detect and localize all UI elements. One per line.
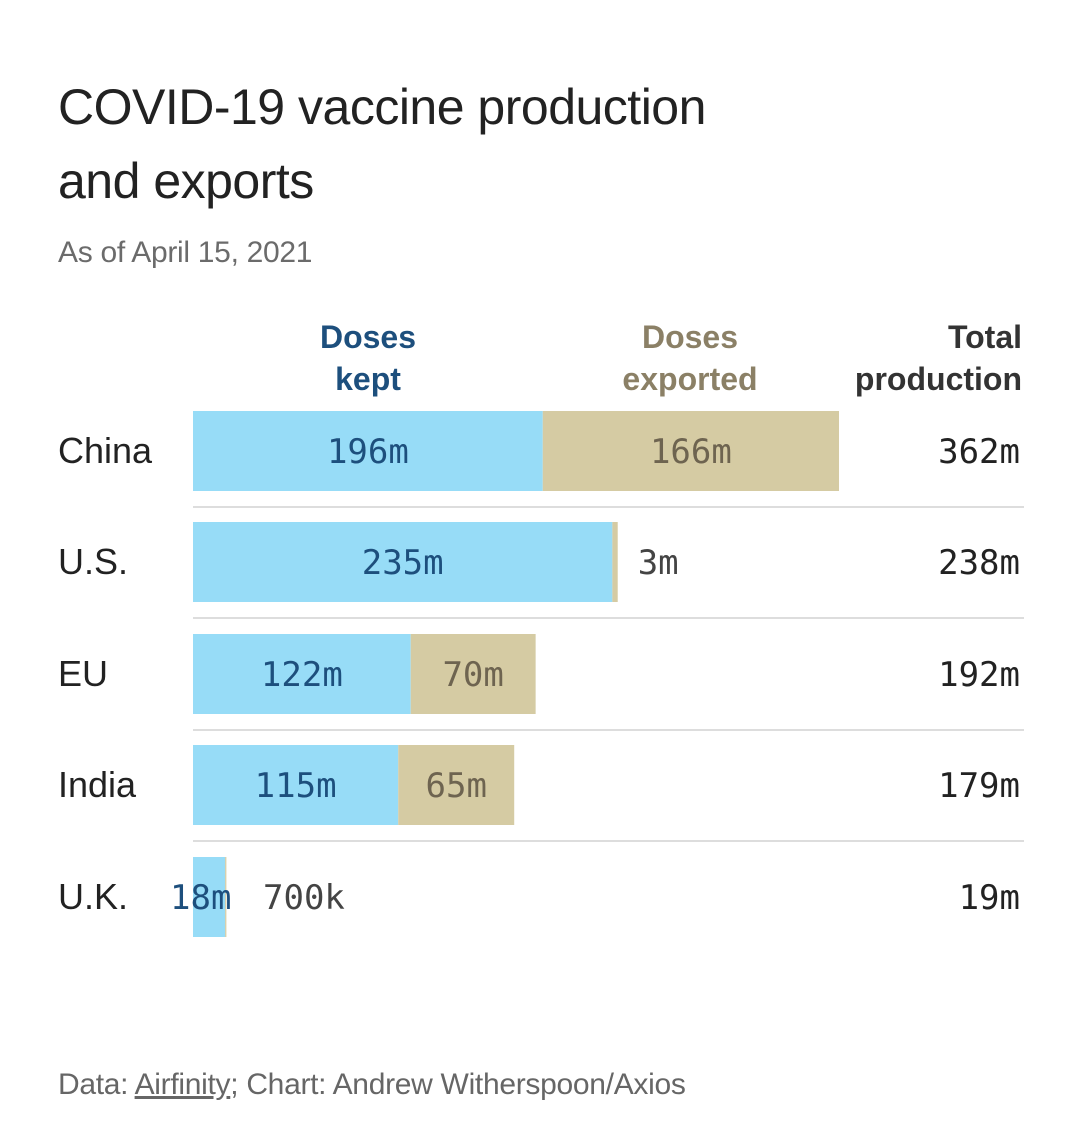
legend-doses-exported-line-2: exported xyxy=(622,361,758,397)
bar-doses-exported xyxy=(542,411,839,491)
bar-doses-exported xyxy=(398,745,515,825)
data-label-total: 362m xyxy=(938,432,1020,472)
data-label-exported: 65m xyxy=(426,766,487,806)
header-total-production: Total production xyxy=(800,316,1022,400)
header-total-line-1: Total xyxy=(947,319,1022,355)
bar-doses-kept xyxy=(193,411,543,491)
data-label-kept: 115m xyxy=(255,766,337,806)
bar-doses-kept xyxy=(193,857,226,937)
data-label-kept: 196m xyxy=(327,432,409,472)
chart-title: COVID-19 vaccine production and exports xyxy=(58,70,958,218)
bar-doses-exported xyxy=(612,522,618,602)
data-label-total: 192m xyxy=(938,655,1020,695)
data-label-exported: 166m xyxy=(650,432,732,472)
category-label: U.S. xyxy=(58,541,128,582)
footer-suffix: ; Chart: Andrew Witherspoon/Axios xyxy=(230,1068,686,1101)
data-label-kept: 18m xyxy=(170,878,231,918)
bar-doses-kept xyxy=(193,634,411,714)
data-label-total: 238m xyxy=(938,543,1020,583)
category-label: China xyxy=(58,430,153,471)
data-label-exported: 700k xyxy=(263,878,345,918)
legend-doses-kept: Doses kept xyxy=(268,316,468,400)
chart-title-line-1: COVID-19 vaccine production xyxy=(58,79,706,135)
legend-doses-exported-line-1: Doses xyxy=(641,319,739,355)
bar-doses-exported xyxy=(225,857,227,937)
bar-doses-kept xyxy=(193,522,613,602)
bar-doses-kept xyxy=(193,745,399,825)
chart-subtitle: As of April 15, 2021 xyxy=(58,236,313,269)
header-total-line-2: production xyxy=(854,361,1022,397)
bar-doses-exported xyxy=(410,634,536,714)
legend-doses-kept-line-2: kept xyxy=(335,361,401,397)
data-label-total: 19m xyxy=(959,878,1020,918)
source-footer: Data: Airfinity; Chart: Andrew Witherspo… xyxy=(58,1068,686,1102)
data-label-kept: 122m xyxy=(261,655,343,695)
chart-title-line-2: and exports xyxy=(58,153,314,209)
data-label-exported: 70m xyxy=(442,655,503,695)
category-label: EU xyxy=(58,653,108,694)
legend-doses-kept-line-1: Doses xyxy=(319,319,417,355)
category-label: U.K. xyxy=(58,876,128,917)
legend-doses-exported: Doses exported xyxy=(580,316,800,400)
footer-prefix: Data: xyxy=(58,1068,135,1101)
category-label: India xyxy=(58,764,137,805)
source-link[interactable]: Airfinity xyxy=(134,1068,231,1101)
data-label-total: 179m xyxy=(938,766,1020,806)
data-label-kept: 235m xyxy=(362,543,444,583)
data-label-exported: 3m xyxy=(638,543,679,583)
